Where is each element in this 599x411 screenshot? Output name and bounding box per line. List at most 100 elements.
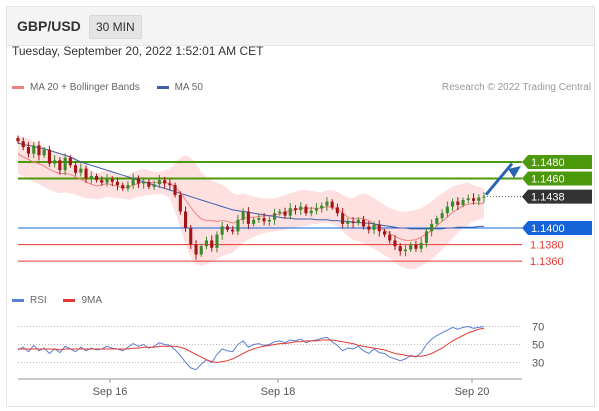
candle-body: [257, 218, 261, 220]
candle-body: [356, 219, 360, 224]
rsi-legend: RSI 9MA: [12, 295, 102, 306]
level-tag-1-1460: 1.1460: [522, 171, 592, 186]
candle-body: [419, 242, 423, 249]
candle-body: [314, 208, 318, 211]
candle-body: [32, 145, 36, 154]
candle-body: [346, 221, 350, 224]
level-tag-1-1360: 1.1360: [530, 256, 564, 268]
candle-body: [294, 208, 298, 210]
x-tick-label: Sep 20: [455, 386, 490, 398]
candle-body: [278, 211, 282, 214]
candle-body: [451, 201, 455, 207]
candle-body: [42, 149, 46, 156]
candle-body: [283, 211, 287, 216]
candle-body: [21, 141, 25, 148]
level-tag-bg: [522, 221, 592, 236]
ma20-swatch: [12, 86, 24, 89]
candle-body: [456, 201, 460, 205]
widget-header: GBP/USD 30 MIN: [7, 7, 594, 46]
currency-pair-title: GBP/USD: [17, 18, 81, 34]
candle-body: [461, 200, 465, 205]
candle-body: [173, 185, 177, 195]
candle-body: [367, 226, 371, 230]
candle-body: [330, 201, 334, 208]
rsi-swatch: [12, 299, 24, 302]
candle-body: [398, 246, 402, 252]
level-label: 1.1400: [531, 223, 565, 235]
candle-body: [105, 179, 109, 183]
price-legend: MA 20 + Bollinger Bands MA 50: [12, 82, 203, 93]
candle-body: [241, 211, 245, 220]
candle-body: [220, 226, 224, 235]
level-tag-bg: [522, 189, 592, 204]
timestamp: Tuesday, September 20, 2022 1:52:01 AM C…: [12, 44, 264, 58]
candle-body: [299, 206, 303, 210]
candle-body: [325, 201, 329, 206]
candle-body: [351, 221, 355, 224]
rsi-ma9-line: [18, 327, 485, 364]
level-label: 1.1480: [531, 157, 565, 169]
legend-ma50: MA 50: [174, 82, 203, 93]
candle-body: [95, 176, 99, 181]
forecast-arrow: [484, 162, 514, 196]
candle-body: [79, 168, 83, 173]
candle-body: [472, 198, 476, 201]
candle-body: [157, 180, 161, 185]
candle-body: [89, 176, 93, 179]
rsi-tick-label: 30: [532, 358, 544, 370]
candle-body: [403, 249, 407, 252]
level-label: 1.1380: [530, 240, 564, 252]
candle-body: [37, 145, 41, 156]
candle-body: [477, 197, 481, 201]
candle-body: [199, 246, 203, 255]
ma9-swatch: [63, 299, 76, 302]
candle-body: [320, 205, 324, 209]
candle-body: [309, 210, 313, 214]
candle-body: [147, 181, 151, 187]
candle-body: [100, 180, 104, 183]
level-tag-1-1400: 1.1400: [522, 221, 592, 236]
candle-body: [445, 206, 449, 214]
candle-body: [26, 147, 30, 154]
candle-body: [335, 207, 339, 214]
candle-body: [16, 138, 20, 142]
candle-body: [74, 165, 78, 173]
candle-body: [68, 157, 72, 166]
legend-rsi: RSI: [30, 295, 47, 306]
candle-body: [84, 168, 88, 179]
candle-body: [246, 211, 250, 224]
candle-body: [393, 240, 397, 247]
candle-body: [466, 198, 470, 200]
candle-body: [163, 180, 167, 184]
candle-body: [440, 213, 444, 219]
x-tick-label: Sep 16: [93, 386, 128, 398]
candle-body: [288, 208, 292, 216]
candle-body: [47, 149, 51, 164]
bollinger-band: [18, 135, 484, 270]
rsi-line: [17, 325, 485, 371]
candle-body: [136, 178, 140, 184]
candle-body: [215, 234, 219, 248]
candle-body: [372, 224, 376, 230]
candle-body: [424, 231, 428, 243]
candle-body: [53, 160, 57, 164]
candle-body: [168, 183, 172, 186]
timeframe-badge[interactable]: 30 MIN: [89, 15, 142, 39]
candle-body: [178, 195, 182, 212]
candle-body: [304, 206, 308, 214]
rsi-tick-label: 50: [532, 340, 544, 352]
candle-body: [236, 219, 240, 232]
ma50-line: [17, 142, 484, 230]
level-tag-bg: [522, 171, 592, 186]
rsi-tick-label: 70: [532, 322, 544, 334]
candle-body: [194, 244, 198, 255]
level-tag-bg: [522, 154, 592, 169]
candle-body: [273, 213, 277, 220]
legend-ma20: MA 20 + Bollinger Bands: [30, 82, 140, 93]
candle-body: [131, 178, 135, 186]
candle-body: [231, 229, 235, 232]
level-tag-1-1380: 1.1380: [530, 240, 564, 252]
candle-body: [409, 244, 413, 250]
candle-body: [152, 184, 156, 187]
